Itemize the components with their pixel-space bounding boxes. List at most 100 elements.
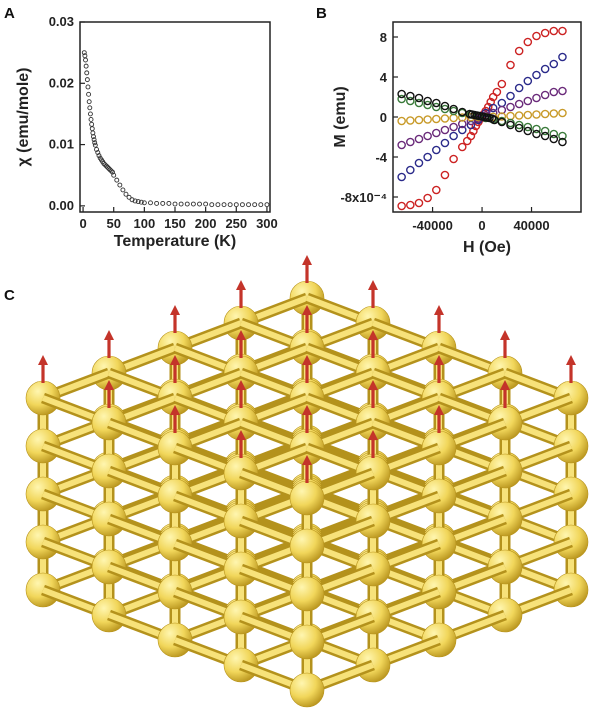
spin-arrow-head — [302, 305, 312, 315]
chart-b-point — [457, 142, 467, 152]
chart-b-magnetization: -40000 0 40000 -8x10⁻⁴ -4 0 4 8 H (Oe) M (emu) — [332, 21, 582, 256]
chart-a-point — [83, 57, 88, 63]
chart-b-point — [423, 131, 432, 141]
chart-b-point — [558, 108, 567, 118]
chart-a-point — [141, 200, 147, 206]
chart-b-point — [457, 125, 467, 135]
chart-b-xtick-label: -40000 — [412, 218, 452, 233]
panel-letter-c: C — [4, 287, 15, 304]
chart-a-point — [89, 126, 95, 132]
chart-a-point — [101, 161, 107, 167]
chart-b-point — [514, 46, 524, 56]
chart-a-ytick-label: 0.03 — [49, 14, 74, 29]
chart-b-point — [397, 201, 406, 211]
chart-a-frame — [79, 21, 271, 213]
chart-a-xlabel: Temperature (K) — [114, 233, 236, 250]
chart-b-point — [397, 140, 406, 150]
chart-b-ytick-label: 4 — [380, 70, 388, 85]
panel-letter-a: A — [4, 5, 15, 22]
chart-a-point — [103, 163, 109, 169]
chart-b-xlabel: H (Oe) — [463, 239, 511, 256]
chart-b-point — [540, 28, 550, 38]
chart-b-point — [549, 87, 559, 97]
chart-a-point — [138, 199, 144, 205]
chart-a-point — [258, 202, 264, 208]
chart-a-ticks: 0 50 100 150 200 250 300 0.00 0.01 0.02 0.03 — [49, 14, 278, 231]
chart-a-point — [91, 134, 96, 140]
chart-b-point — [423, 152, 432, 162]
chart-b-point — [540, 109, 550, 119]
spin-arrow-head — [434, 355, 444, 365]
chart-b-point — [423, 96, 432, 106]
chart-b-point — [549, 129, 559, 139]
chart-b-point — [414, 98, 424, 108]
chart-b-point — [514, 120, 524, 130]
chart-b-point — [423, 115, 432, 124]
chart-b-point — [540, 90, 550, 100]
lattice-atom — [289, 624, 325, 660]
chart-a-point — [239, 202, 245, 208]
chart-b-point — [440, 138, 450, 148]
chart-a-point — [172, 201, 178, 207]
chart-b-point — [558, 137, 567, 147]
spin-arrow-head — [566, 355, 576, 365]
chart-b-xtick-label: 40000 — [513, 218, 549, 233]
chart-b-point — [457, 113, 467, 122]
chart-a-susceptibility: 0 50 100 150 200 250 300 0.00 0.01 0.02 0.03 Tempe… — [15, 14, 278, 250]
chart-a-point — [264, 202, 270, 208]
chart-b-point — [406, 91, 415, 101]
chart-b-point — [406, 137, 415, 147]
chart-b-point — [532, 110, 541, 119]
chart-b-point — [449, 104, 458, 114]
chart-b-point — [540, 64, 550, 74]
chart-b-point — [431, 145, 441, 155]
chart-a-point — [108, 168, 114, 174]
chart-a-point — [88, 117, 94, 122]
spin-arrow-head — [302, 455, 312, 465]
spin-arrow-head — [368, 430, 378, 440]
chart-a-point — [123, 191, 129, 197]
chart-b-point — [540, 126, 550, 136]
chart-a-point — [129, 197, 135, 203]
chart-b-point — [532, 129, 541, 139]
chart-a-point — [215, 202, 221, 208]
chart-b-point — [440, 125, 450, 135]
chart-b-ylabel: M (emu) — [332, 86, 349, 147]
chart-b-point — [414, 158, 424, 168]
chart-a-ylabel: χ (emu/mole) — [15, 68, 32, 167]
chart-b-ytick-label: 0 — [380, 110, 387, 125]
chart-a-point — [203, 201, 209, 207]
chart-b-point — [558, 52, 567, 62]
chart-b-point — [549, 134, 559, 144]
chart-b-point — [414, 115, 424, 125]
chart-a-point — [135, 199, 141, 205]
spin-arrow-head — [170, 405, 180, 415]
chart-b-series — [397, 52, 567, 182]
chart-b-point — [449, 154, 458, 164]
chart-a-point — [154, 200, 160, 206]
chart-b-point — [431, 102, 441, 112]
chart-b-point — [492, 87, 502, 97]
spin-arrow-head — [500, 380, 510, 390]
chart-a-point — [87, 111, 93, 117]
chart-b-point — [558, 86, 567, 96]
chart-a-point — [107, 167, 113, 173]
chart-a-point — [86, 91, 92, 97]
chart-a-point — [87, 105, 93, 111]
lattice-atom — [289, 480, 325, 516]
chart-a-point — [105, 164, 111, 170]
chart-a-ytick-label: 0.02 — [49, 75, 74, 90]
chart-b-point — [440, 170, 450, 180]
chart-a-point — [227, 202, 233, 208]
chart-a-point — [86, 99, 92, 105]
spin-arrow-head — [500, 330, 510, 340]
chart-a-ytick-label: 0.00 — [49, 198, 74, 213]
chart-a-point — [221, 202, 227, 208]
chart-b-point — [490, 115, 499, 125]
chart-b-point — [497, 79, 507, 89]
chart-b-points — [397, 26, 567, 211]
spin-arrow-head — [38, 355, 48, 365]
chart-a-point — [148, 200, 153, 206]
chart-a-point — [233, 202, 239, 208]
